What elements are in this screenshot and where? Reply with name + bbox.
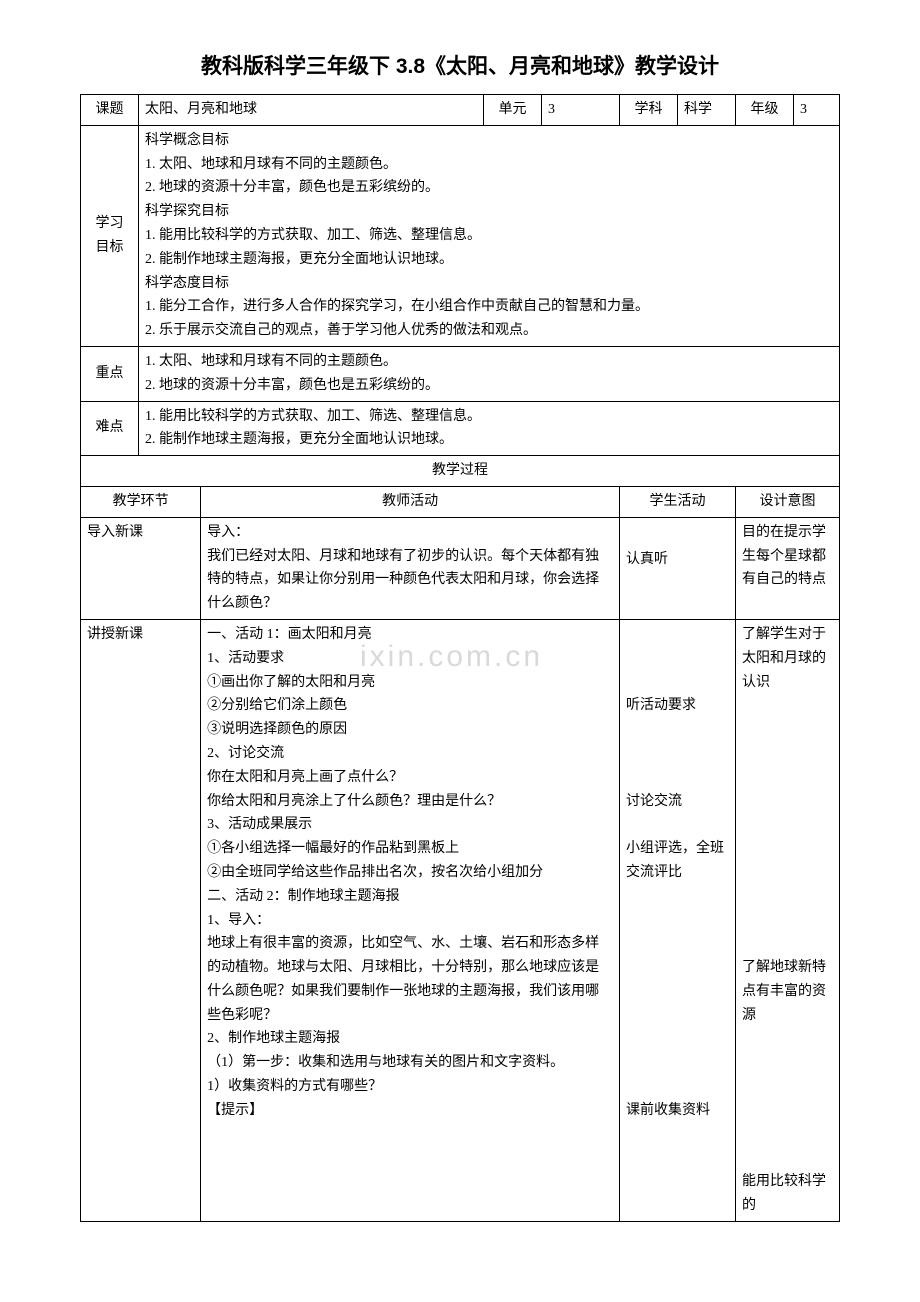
intro-teacher-body: 我们已经对太阳、月球和地球有了初步的认识。每个天体都有独特的特点，如果让你分别用…: [207, 549, 599, 612]
lesson-row: 讲授新课 一、活动 1：画太阳和月亮 1、活动要求 ①画出你了解的太阳和月亮 ②…: [81, 619, 840, 1221]
header-row: 课题 太阳、月亮和地球 单元 3 学科 科学 年级 3: [81, 95, 840, 126]
label-goals: 学习 目标: [81, 125, 139, 346]
intro-teacher-head: 导入：: [207, 525, 249, 540]
label-unit: 单元: [484, 95, 542, 126]
intro-teacher: 导入： 我们已经对太阳、月球和地球有了初步的认识。每个天体都有独特的特点，如果让…: [201, 517, 620, 619]
difficulty-row: 难点 1. 能用比较科学的方式获取、加工、筛选、整理信息。 2. 能制作地球主题…: [81, 401, 840, 456]
col-stage: 教学环节: [81, 486, 201, 517]
page-title: 教科版科学三年级下 3.8《太阳、月亮和地球》教学设计: [80, 50, 840, 80]
label-keypoint: 重点: [81, 346, 139, 401]
col-teacher: 教师活动: [201, 486, 620, 517]
value-topic: 太阳、月亮和地球: [139, 95, 484, 126]
value-unit: 3: [542, 95, 620, 126]
label-subject: 学科: [620, 95, 678, 126]
label-difficulty: 难点: [81, 401, 139, 456]
label-grade: 年级: [736, 95, 794, 126]
label-topic: 课题: [81, 95, 139, 126]
intro-stage: 导入新课: [81, 517, 201, 619]
value-subject: 科学: [678, 95, 736, 126]
lesson-student: 听活动要求 讨论交流 小组评选，全班交流评比 课前收集资料: [620, 619, 736, 1221]
keypoint-row: 重点 1. 太阳、地球和月球有不同的主题颜色。 2. 地球的资源十分丰富，颜色也…: [81, 346, 840, 401]
lesson-teacher: 一、活动 1：画太阳和月亮 1、活动要求 ①画出你了解的太阳和月亮 ②分别给它们…: [201, 619, 620, 1221]
intro-student: 认真听: [620, 517, 736, 619]
goals-body: 科学概念目标 1. 太阳、地球和月球有不同的主题颜色。 2. 地球的资源十分丰富…: [139, 125, 840, 346]
procedure-header: 教学过程: [81, 456, 840, 487]
lesson-plan-table: 课题 太阳、月亮和地球 单元 3 学科 科学 年级 3 学习 目标 科学概念目标…: [80, 94, 840, 1222]
lesson-intent: 了解学生对于太阳和月球的认识 了解地球新特点有丰富的资源 能用比较科学的: [736, 619, 840, 1221]
procedure-header-row: 教学过程: [81, 456, 840, 487]
procedure-columns-row: 教学环节 教师活动 学生活动 设计意图: [81, 486, 840, 517]
value-grade: 3: [794, 95, 840, 126]
intro-row: 导入新课 导入： 我们已经对太阳、月球和地球有了初步的认识。每个天体都有独特的特…: [81, 517, 840, 619]
keypoint-body: 1. 太阳、地球和月球有不同的主题颜色。 2. 地球的资源十分丰富，颜色也是五彩…: [139, 346, 840, 401]
col-student: 学生活动: [620, 486, 736, 517]
difficulty-body: 1. 能用比较科学的方式获取、加工、筛选、整理信息。 2. 能制作地球主题海报，…: [139, 401, 840, 456]
intro-intent: 目的在提示学生每个星球都有自己的特点: [736, 517, 840, 619]
goals-row: 学习 目标 科学概念目标 1. 太阳、地球和月球有不同的主题颜色。 2. 地球的…: [81, 125, 840, 346]
col-intent: 设计意图: [736, 486, 840, 517]
lesson-stage: 讲授新课: [81, 619, 201, 1221]
